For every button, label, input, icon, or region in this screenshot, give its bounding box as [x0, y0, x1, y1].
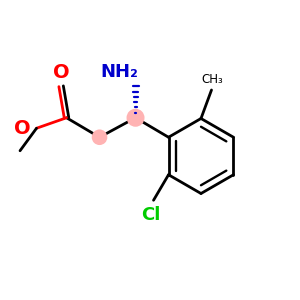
Text: O: O [14, 119, 31, 138]
Text: Cl: Cl [141, 206, 160, 224]
Circle shape [92, 129, 107, 145]
Text: CH₃: CH₃ [201, 74, 223, 86]
Circle shape [127, 109, 145, 127]
Text: NH₂: NH₂ [100, 63, 138, 81]
Text: O: O [53, 63, 69, 82]
